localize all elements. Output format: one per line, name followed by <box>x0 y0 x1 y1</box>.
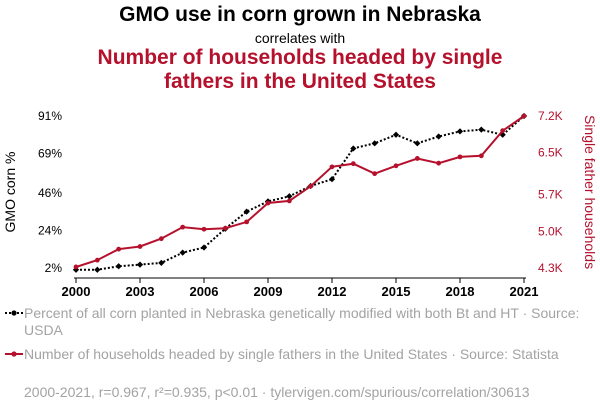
right-tick-label: 5.7K <box>538 188 563 202</box>
data-point-gmo <box>414 140 421 147</box>
left-tick-label: 24% <box>38 223 62 237</box>
data-point-gmo <box>392 131 400 138</box>
right-axis-title: Single father households <box>582 115 598 269</box>
data-point-gmo <box>179 249 186 256</box>
data-point-fathers <box>94 257 100 263</box>
data-point-fathers <box>393 163 399 169</box>
data-point-fathers <box>222 225 228 231</box>
left-tick-label: 46% <box>38 186 62 200</box>
data-point-fathers <box>350 161 356 167</box>
series-line-fathers <box>75 115 525 268</box>
x-tick-label: 2006 <box>190 284 219 299</box>
left-tick-label: 2% <box>45 261 63 275</box>
x-tick-label: 2003 <box>126 284 155 299</box>
data-point-fathers <box>500 128 506 134</box>
data-point-gmo <box>158 259 165 266</box>
left-tick-label: 69% <box>38 147 62 161</box>
data-point-fathers <box>158 236 164 242</box>
data-point-fathers <box>414 156 420 161</box>
chart-title-secondary: Number of households headed by single fa… <box>97 46 503 93</box>
data-point-gmo <box>371 140 378 147</box>
data-point-fathers <box>436 160 442 166</box>
data-point-fathers <box>137 244 143 249</box>
data-point-fathers <box>457 154 463 160</box>
x-tick-label: 2018 <box>446 284 475 299</box>
right-tick-label: 4.3K <box>538 261 563 275</box>
data-point-fathers <box>180 224 186 230</box>
chart-subtitle: correlates with <box>254 30 346 46</box>
data-point-fathers <box>308 183 314 189</box>
data-point-fathers <box>201 226 207 232</box>
chart-title: GMO use in corn grown in Nebraska <box>119 3 481 26</box>
right-tick-label: 5.0K <box>538 224 563 238</box>
legend-label-fathers: Number of households headed by single fa… <box>24 346 559 362</box>
data-point-gmo <box>478 126 485 133</box>
legend-marker-gmo <box>5 310 23 316</box>
data-point-gmo <box>136 261 144 268</box>
data-point-fathers <box>73 264 79 270</box>
x-tick-label: 2021 <box>510 284 539 299</box>
data-point-fathers <box>116 246 122 252</box>
data-point-gmo <box>200 244 208 251</box>
data-point-gmo <box>435 133 442 140</box>
x-tick-label: 2015 <box>382 284 411 299</box>
data-point-gmo <box>286 193 293 200</box>
legend-label-gmo: Percent of all corn planted in Nebraska … <box>24 305 580 338</box>
data-point-gmo <box>456 128 464 135</box>
data-point-fathers <box>521 113 527 119</box>
data-point-gmo <box>94 266 101 273</box>
footer-stats: 2000-2021, r=0.967, r²=0.935, p<0.01 · t… <box>24 384 530 400</box>
legend-marker-fathers <box>5 351 23 357</box>
series-line-gmo <box>76 115 525 271</box>
left-axis-title: GMO corn % <box>2 152 18 233</box>
x-tick-label: 2009 <box>254 284 283 299</box>
data-point-fathers <box>329 164 335 170</box>
data-point-fathers <box>244 219 250 225</box>
x-tick-label: 2012 <box>318 284 347 299</box>
left-tick-label: 91% <box>38 109 62 123</box>
data-point-fathers <box>478 153 484 159</box>
line-chart: 2000 2003 2006 2009 2012 2015 2018 2021 2% 24% 46%… <box>2 109 598 299</box>
x-tick-label: 2000 <box>62 284 91 299</box>
data-point-gmo <box>115 263 122 270</box>
data-point-fathers <box>372 171 378 177</box>
right-tick-label: 7.2K <box>538 109 563 123</box>
right-tick-label: 6.5K <box>538 146 563 160</box>
data-point-fathers <box>265 200 271 206</box>
data-point-fathers <box>286 198 292 204</box>
